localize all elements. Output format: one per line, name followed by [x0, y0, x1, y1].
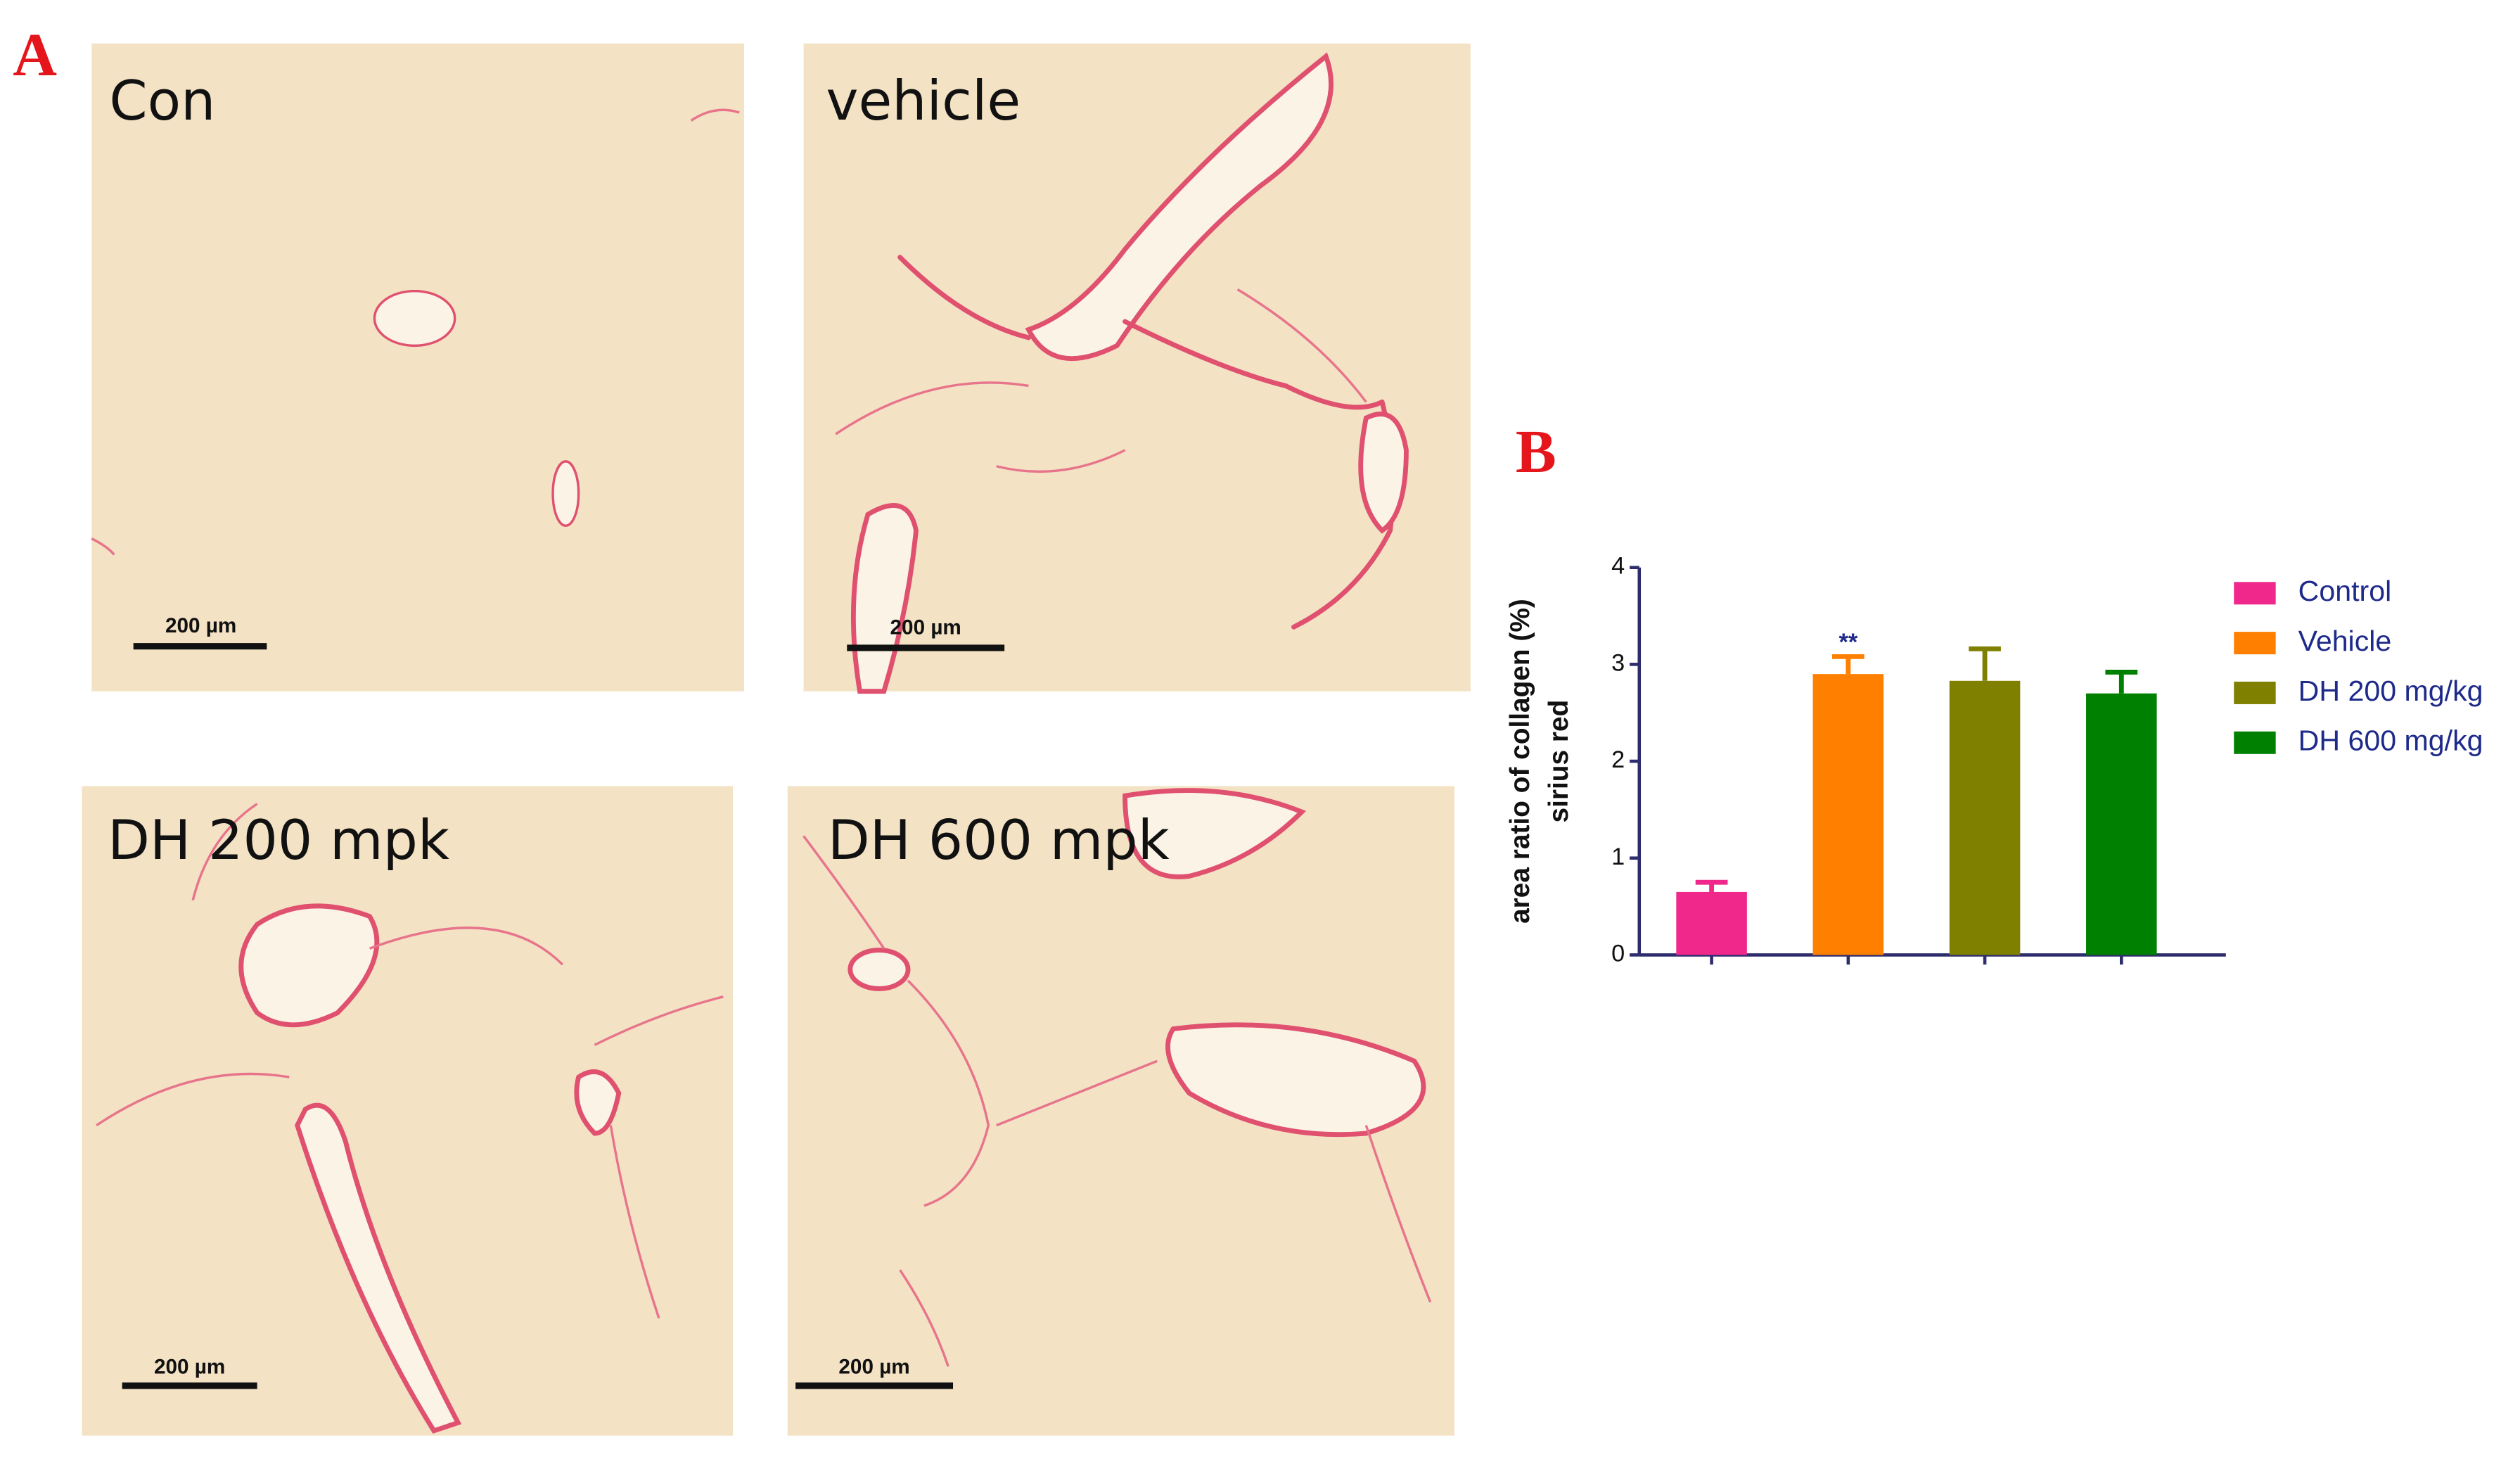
scale-bar-label: 200 µm	[154, 1356, 225, 1379]
micrograph: vehicle 200 µm	[803, 43, 1471, 694]
annotation: **	[1839, 629, 1858, 656]
scale-bar-label: 200 µm	[890, 616, 961, 639]
y-tick-label: 0	[1611, 940, 1625, 967]
micrograph: Con 200 µm	[91, 43, 744, 692]
y-axis-label: sirius red	[1544, 700, 1574, 823]
micrograph: DH 600 mpk 200 µm	[787, 786, 1454, 1436]
y-tick-label: 4	[1611, 553, 1625, 580]
image-label: Con	[109, 70, 215, 133]
y-tick-label: 3	[1611, 649, 1625, 676]
bar	[2086, 693, 2157, 955]
legend-swatch	[2234, 582, 2276, 605]
legend-label: Control	[2298, 575, 2392, 607]
y-tick-label: 1	[1611, 843, 1625, 870]
image-label: DH 200 mpk	[108, 809, 449, 872]
bar	[1812, 674, 1884, 955]
legend-swatch	[2234, 731, 2276, 754]
image-label: vehicle	[826, 70, 1021, 133]
legend-label: DH 600 mg/kg	[2298, 725, 2483, 757]
panel-label: A	[13, 21, 57, 89]
micrograph: DH 200 mpk 200 µm	[82, 786, 733, 1436]
bar	[1676, 891, 1747, 955]
legend-label: DH 200 mg/kg	[2298, 675, 2483, 707]
bar	[1949, 680, 2021, 955]
legend-label: Vehicle	[2298, 625, 2392, 657]
legend-swatch	[2234, 681, 2276, 704]
y-tick-label: 2	[1611, 746, 1625, 773]
scale-bar-label: 200 µm	[838, 1356, 909, 1379]
y-axis-label: area ratio of collagen (%)	[1505, 599, 1535, 924]
image-label: DH 600 mpk	[828, 809, 1170, 872]
panel-label: B	[1516, 418, 1556, 485]
legend-swatch	[2234, 632, 2276, 655]
bar-chart: 0 1 2 3 4 area ratio of collagen (%) sirius re…	[1505, 553, 2483, 967]
scale-bar-label: 200 µm	[165, 614, 236, 637]
